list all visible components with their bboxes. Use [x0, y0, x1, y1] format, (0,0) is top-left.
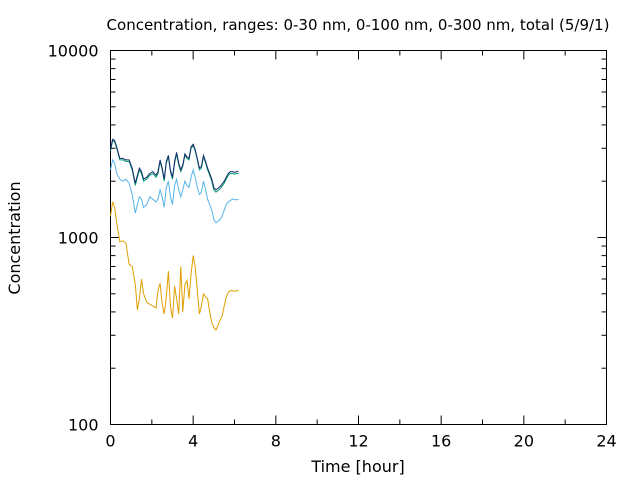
- x-axis-label: Time [hour]: [310, 457, 404, 476]
- x-tick-label: 20: [514, 432, 534, 451]
- y-ticks: 100 1000 10000: [48, 42, 607, 435]
- x-tick-label: 8: [271, 432, 281, 451]
- plot-frame: [110, 50, 607, 425]
- x-tick-label: 16: [431, 432, 451, 451]
- series-layer: [110, 138, 239, 331]
- x-tick-label: 12: [348, 432, 368, 451]
- series-line-1: [110, 201, 239, 331]
- y-tick-label: 10000: [48, 42, 99, 61]
- x-tick-label: 0: [105, 432, 115, 451]
- y-tick-label: 100: [68, 416, 99, 435]
- y-tick-label: 1000: [58, 229, 99, 248]
- chart-title: Concentration, ranges: 0-30 nm, 0-100 nm…: [107, 16, 610, 34]
- x-tick-label: 4: [188, 432, 198, 451]
- series-line-4: [110, 138, 239, 191]
- x-ticks: 0 4 8 12 16 20 24: [105, 50, 617, 451]
- x-tick-label: 24: [596, 432, 616, 451]
- y-axis-label: Concentration: [5, 181, 24, 294]
- series-line-2: [110, 158, 239, 224]
